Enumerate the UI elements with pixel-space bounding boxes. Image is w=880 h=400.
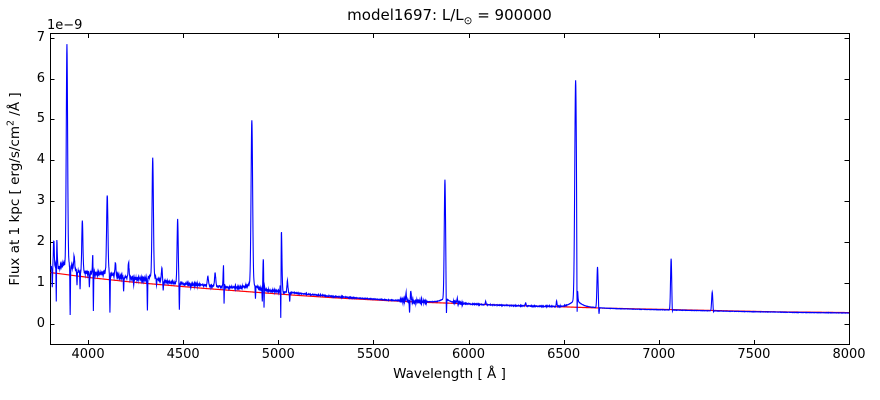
x-tick-label: 4500 — [166, 347, 200, 362]
x-tick-label: 7500 — [737, 347, 771, 362]
x-tick-label: 5000 — [261, 347, 295, 362]
plot-title-value: = 900000 — [472, 6, 552, 24]
plot-title-text: model1697: L/L — [347, 6, 464, 24]
y-tick-label: 6 — [36, 70, 45, 86]
x-tick-label: 6500 — [547, 347, 581, 362]
sun-symbol: ⊙ — [463, 15, 473, 27]
y-tick-label: 0 — [36, 316, 45, 332]
y-tick-label: 4 — [36, 152, 45, 168]
y-tick-label: 3 — [36, 193, 45, 209]
x-tick-label: 4000 — [71, 347, 105, 362]
x-tick-label: 5500 — [356, 347, 390, 362]
x-tick-label: 8000 — [832, 347, 866, 362]
y-axis-offset-label: 1e−9 — [47, 18, 83, 33]
x-axis-label: Wavelength [ Å ] — [393, 366, 506, 382]
x-tick-label: 7000 — [642, 347, 676, 362]
y-tick-label: 2 — [36, 234, 45, 250]
plot-title: model1697: L/L⊙ = 900000 — [50, 6, 849, 27]
x-tick-label: 6000 — [451, 347, 486, 362]
y-tick-label: 1 — [36, 275, 45, 291]
y-tick-label: 7 — [36, 29, 45, 45]
y-tick-label: 5 — [36, 111, 45, 127]
